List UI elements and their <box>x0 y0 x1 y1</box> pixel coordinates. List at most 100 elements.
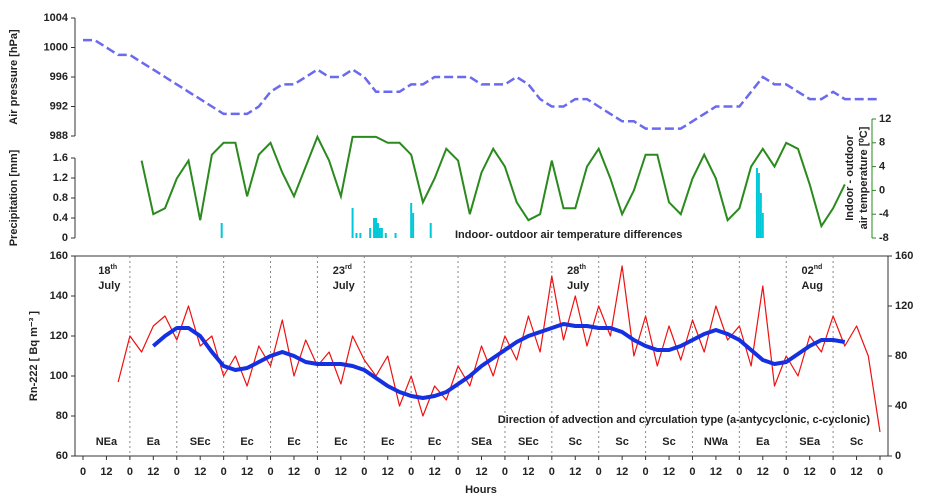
precip-bar <box>394 233 397 238</box>
precip-bar <box>384 233 387 238</box>
direction-label: Ec <box>287 436 300 448</box>
y-tick-label: 160 <box>895 250 913 262</box>
precip-bar <box>410 203 413 238</box>
y-tick-label: 1.2 <box>53 172 68 184</box>
y-tick-label: 120 <box>50 330 68 342</box>
date-day: 28 <box>567 265 579 277</box>
x-tick-label: 0 <box>736 466 742 478</box>
date-month: July <box>333 280 356 292</box>
y-tick-label: 12 <box>879 113 891 125</box>
precip-bar <box>380 228 383 238</box>
direction-label: Ea <box>756 436 770 448</box>
y-tick-label: 992 <box>50 100 68 112</box>
x-tick-label: 12 <box>569 466 581 478</box>
date-suffix: nd <box>814 264 823 271</box>
x-tick-label: 0 <box>361 466 367 478</box>
axis-title: Precipitation [mm] <box>8 149 20 246</box>
y-tick-label: 4 <box>879 161 886 173</box>
x-tick-label: 12 <box>335 466 347 478</box>
direction-label: Sc <box>662 436 675 448</box>
direction-label: Ea <box>147 436 161 448</box>
x-tick-label: 12 <box>100 466 112 478</box>
x-tick-label: 0 <box>596 466 602 478</box>
radon-line <box>117 265 881 433</box>
date-month: July <box>567 280 590 292</box>
axis-title: Indoor - outdoor <box>844 135 856 221</box>
x-tick-label: 0 <box>267 466 273 478</box>
x-tick-label: 12 <box>194 466 206 478</box>
x-tick-label: 12 <box>804 466 816 478</box>
x-tick-label: 12 <box>382 466 394 478</box>
x-tick-label: 0 <box>221 466 227 478</box>
y-tick-label: -8 <box>879 232 889 244</box>
direction-label: NWa <box>704 436 729 448</box>
y-tick-label: 988 <box>50 130 68 142</box>
x-tick-label: 0 <box>80 466 86 478</box>
x-tick-label: 12 <box>147 466 159 478</box>
y-tick-label: 140 <box>50 290 68 302</box>
precip-bar <box>369 228 372 238</box>
x-tick-label: 0 <box>174 466 180 478</box>
annotation: Direction of advection and cyrculation t… <box>498 414 871 426</box>
precip-bar <box>359 233 362 238</box>
precip-bar <box>757 173 760 238</box>
direction-label: Ec <box>428 436 441 448</box>
y-tick-label: 80 <box>56 410 68 422</box>
x-tick-label: 12 <box>288 466 300 478</box>
y-tick-label: 0 <box>895 450 901 462</box>
direction-label: Sc <box>850 436 863 448</box>
date-label: 28th <box>567 264 586 277</box>
y-tick-label: 80 <box>895 350 907 362</box>
date-label: 02nd <box>802 264 823 277</box>
y-tick-label: 1004 <box>44 12 69 24</box>
date-label: 23rd <box>333 264 352 277</box>
precip-bar <box>355 233 358 238</box>
x-tick-label: 0 <box>830 466 836 478</box>
precip-bar <box>429 223 432 238</box>
direction-label: SEc <box>190 436 211 448</box>
temperature-line <box>140 134 846 229</box>
precip-bar <box>375 218 378 238</box>
axis-title: Rn-222 [ Bq m⁻³ ] <box>28 311 40 401</box>
precip-bar <box>351 208 354 238</box>
direction-label: NEa <box>96 436 118 448</box>
y-tick-label: 120 <box>895 300 913 312</box>
axis-title: air temperature [⁰C] <box>858 126 870 229</box>
x-tick-label: 0 <box>643 466 649 478</box>
direction-label: SEa <box>471 436 493 448</box>
pressure-line <box>83 38 880 130</box>
precip-bar <box>378 228 381 238</box>
precip-bar <box>755 168 758 238</box>
y-tick-label: 1.6 <box>53 152 68 164</box>
precip-bar <box>759 193 762 238</box>
precip-bar <box>373 218 376 238</box>
x-tick-label: 12 <box>663 466 675 478</box>
precip-bar <box>412 213 415 238</box>
date-label: 18th <box>98 264 117 277</box>
x-tick-label: 12 <box>616 466 628 478</box>
series-label: Indoor- outdoor air temperature differen… <box>455 229 682 241</box>
x-tick-label: 0 <box>408 466 414 478</box>
y-tick-label: 0.4 <box>53 212 69 224</box>
direction-label: Ec <box>240 436 253 448</box>
date-day: 18 <box>98 265 110 277</box>
date-month: Aug <box>802 280 823 292</box>
axis-title: Air pressure [hPa] <box>8 29 20 125</box>
x-tick-label: 0 <box>689 466 695 478</box>
direction-label: Ec <box>381 436 394 448</box>
y-tick-label: 8 <box>879 137 885 149</box>
y-tick-label: 100 <box>50 370 68 382</box>
date-day: 02 <box>802 265 814 277</box>
radon-frame <box>74 255 889 457</box>
x-tick-label: 12 <box>475 466 487 478</box>
x-tick-label: 0 <box>314 466 320 478</box>
direction-label: SEa <box>799 436 821 448</box>
y-tick-label: -4 <box>879 208 890 220</box>
y-tick-label: 0 <box>62 232 68 244</box>
y-tick-label: 1000 <box>44 41 68 53</box>
x-tick-label: 12 <box>710 466 722 478</box>
y-tick-label: 40 <box>895 400 907 412</box>
x-tick-label: 12 <box>757 466 769 478</box>
x-tick-label: 0 <box>502 466 508 478</box>
y-tick-label: 160 <box>50 250 68 262</box>
